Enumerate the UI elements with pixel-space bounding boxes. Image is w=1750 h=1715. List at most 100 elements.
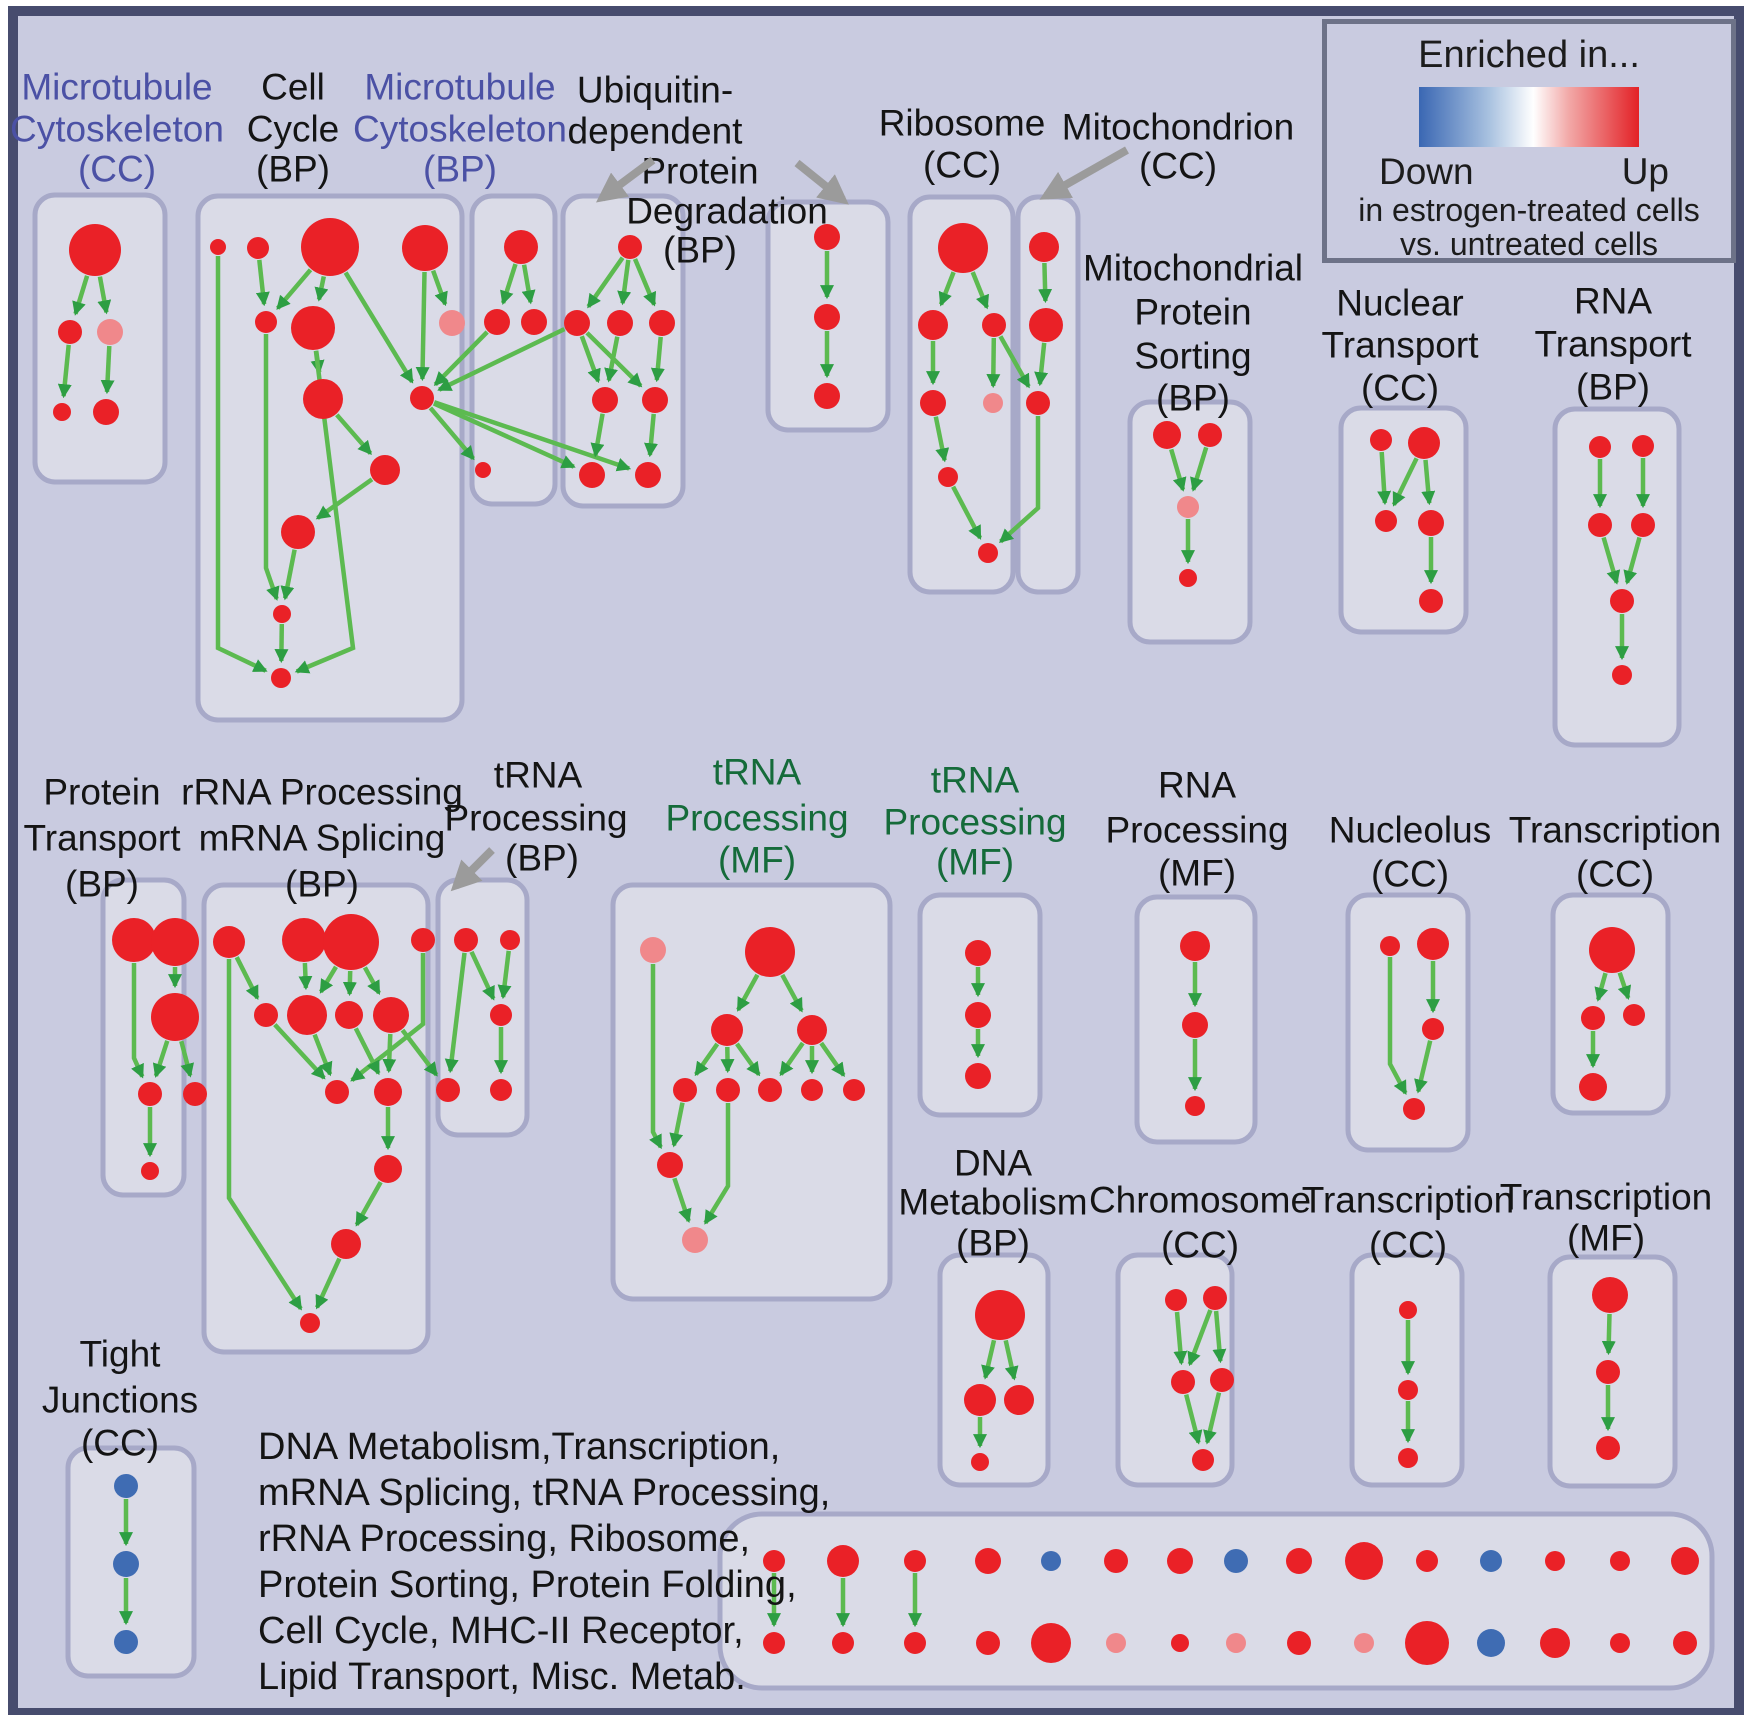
node-i3 xyxy=(1185,1096,1205,1116)
node-r6 xyxy=(287,995,327,1035)
group-label-cell-cycle-bp-line-1: Cycle xyxy=(247,109,340,150)
group-label-transcription-mf-line-1: (MF) xyxy=(1567,1218,1645,1259)
node-u7 xyxy=(579,462,605,488)
edge-a3-a5 xyxy=(100,345,115,395)
edge-w3-x3 xyxy=(998,335,1031,389)
edge-r6-r9 xyxy=(312,1033,333,1077)
group-label-nucleolus-cc-line-0: Nucleolus xyxy=(1329,810,1491,851)
edge-g2-g4 xyxy=(780,973,804,1013)
edge-t2-t3 xyxy=(497,950,512,1000)
edge-g3-g5 xyxy=(694,1042,720,1077)
node-a4 xyxy=(53,403,71,421)
edge-k1-k3 xyxy=(1617,971,1632,1000)
node-y4 xyxy=(1179,569,1197,587)
node-y2 xyxy=(1198,423,1222,447)
node-b6 xyxy=(291,306,335,350)
node-bh xyxy=(410,386,434,410)
group-label-dna-metabolism-bp-line-2: (BP) xyxy=(956,1223,1030,1264)
legend-gradient-bar xyxy=(1419,87,1639,147)
node-v3 xyxy=(814,383,840,409)
node-g3 xyxy=(711,1014,743,1046)
node-l3 xyxy=(1004,1385,1034,1415)
node-t2 xyxy=(500,930,520,950)
node-k4 xyxy=(1579,1073,1607,1101)
node-bt6 xyxy=(1104,1549,1128,1573)
edge-c1-c2 xyxy=(500,263,518,306)
edge-b5-b11 xyxy=(263,334,280,601)
edge-r3-r7 xyxy=(342,970,357,997)
misc-line: Lipid Transport, Misc. Metab. xyxy=(258,1656,746,1698)
node-u6 xyxy=(642,387,668,413)
edge-g2-g3 xyxy=(736,973,760,1012)
node-t3 xyxy=(490,1004,512,1026)
group-label-mitochondrion-cc-line-0: Mitochondrion xyxy=(1062,107,1294,148)
node-w5 xyxy=(983,393,1003,413)
node-w3 xyxy=(982,313,1006,337)
group-label-cell-cycle-bp-line-0: Cell xyxy=(261,67,325,108)
edge-b9-b10 xyxy=(315,477,374,520)
edge-b3-b6 xyxy=(314,275,329,302)
group-label-trna-processing-mf-1-line-1: Processing xyxy=(665,798,848,839)
node-h1 xyxy=(965,940,991,966)
edge-bh-u8 xyxy=(433,400,632,472)
node-j2 xyxy=(1417,928,1449,960)
node-c2 xyxy=(484,309,510,335)
group-label-ribosome-cc-line-1: (CC) xyxy=(923,145,1001,186)
edge-r3-r6 xyxy=(318,965,338,994)
edge-m3-m5 xyxy=(1184,1394,1203,1445)
edge-b11-b12 xyxy=(274,623,289,664)
edge-r8-t4 xyxy=(400,1028,439,1077)
edge-z2-z3 xyxy=(1391,457,1419,507)
edge-y1-y3 xyxy=(1169,448,1187,492)
group-label-rrna-processing-mrna-splicing-bp-line-1: mRNA Splicing xyxy=(199,818,446,859)
misc-line: Cell Cycle, MHC-II Receptor, xyxy=(258,1610,744,1652)
node-r2 xyxy=(282,918,326,962)
group-label-rna-processing-mf-line-2: (MF) xyxy=(1158,853,1236,894)
edge-c1-c3 xyxy=(521,264,536,305)
label-pointer-arrow-0 xyxy=(595,156,656,203)
node-q5 xyxy=(1610,589,1634,613)
node-a2 xyxy=(58,320,82,344)
node-b9 xyxy=(370,455,400,485)
group-label-rna-processing-mf-line-0: RNA xyxy=(1158,765,1236,806)
group-label-microtubule-cytoskeleton-bp-line-0: Microtubule xyxy=(364,67,555,108)
node-r4 xyxy=(411,928,435,952)
node-c4 xyxy=(475,462,491,478)
edge-u2-u6 xyxy=(585,331,643,388)
edge-u2-bh xyxy=(437,327,566,392)
node-bb15 xyxy=(1673,1631,1697,1655)
edge-x2-x3 xyxy=(1034,342,1049,387)
group-box-rrna-processing-mrna-splicing-bp xyxy=(201,882,431,1355)
group-label-rna-transport-bp-line-1: Transport xyxy=(1535,324,1693,365)
node-p2 xyxy=(151,918,199,966)
node-v1 xyxy=(814,224,840,250)
node-l1 xyxy=(975,1290,1025,1340)
node-bb8 xyxy=(1226,1633,1246,1653)
edge-b4-bh xyxy=(415,271,430,382)
node-b7 xyxy=(439,310,465,336)
node-bb1 xyxy=(763,1632,785,1654)
edge-r1-r13 xyxy=(226,959,303,1311)
misc-pathways-text: DNA Metabolism,Transcription, mRNA Splic… xyxy=(258,1424,830,1700)
edge-r1-r5 xyxy=(234,956,260,1000)
node-bb6 xyxy=(1106,1633,1126,1653)
node-bb4 xyxy=(976,1631,1000,1655)
node-r1 xyxy=(213,926,245,958)
legend-up-label: Up xyxy=(1621,151,1669,192)
edge-q4-q5 xyxy=(1623,536,1642,585)
group-label-trna-processing-mf-1-line-2: (MF) xyxy=(718,840,796,881)
node-o2 xyxy=(1596,1360,1620,1384)
edge-bh-c4 xyxy=(428,406,476,461)
group-label-dna-metabolism-bp-line-1: Metabolism xyxy=(898,1182,1087,1223)
node-u4 xyxy=(649,310,675,336)
node-g7 xyxy=(758,1078,782,1102)
node-a3 xyxy=(97,319,123,345)
node-b3 xyxy=(301,218,359,276)
edge-x1-x2 xyxy=(1038,262,1053,304)
group-label-rrna-processing-mrna-splicing-bp-line-2: (BP) xyxy=(285,864,359,905)
group-label-trna-processing-mf-2-line-1: Processing xyxy=(883,802,1066,843)
nodes-layer xyxy=(53,218,1699,1665)
edge-u1-u4 xyxy=(632,258,657,307)
group-label-rrna-processing-mrna-splicing-bp-line-0: rRNA Processing xyxy=(181,772,463,813)
